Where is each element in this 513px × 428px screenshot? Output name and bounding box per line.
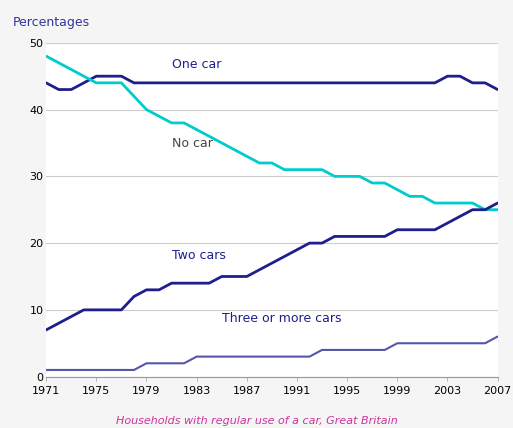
- Text: No car: No car: [171, 137, 212, 150]
- Text: Two cars: Two cars: [171, 249, 225, 262]
- Text: Households with regular use of a car, Great Britain: Households with regular use of a car, Gr…: [115, 416, 398, 426]
- Text: Three or more cars: Three or more cars: [222, 312, 341, 324]
- Text: Percentages: Percentages: [12, 16, 89, 30]
- Text: One car: One car: [171, 58, 221, 71]
